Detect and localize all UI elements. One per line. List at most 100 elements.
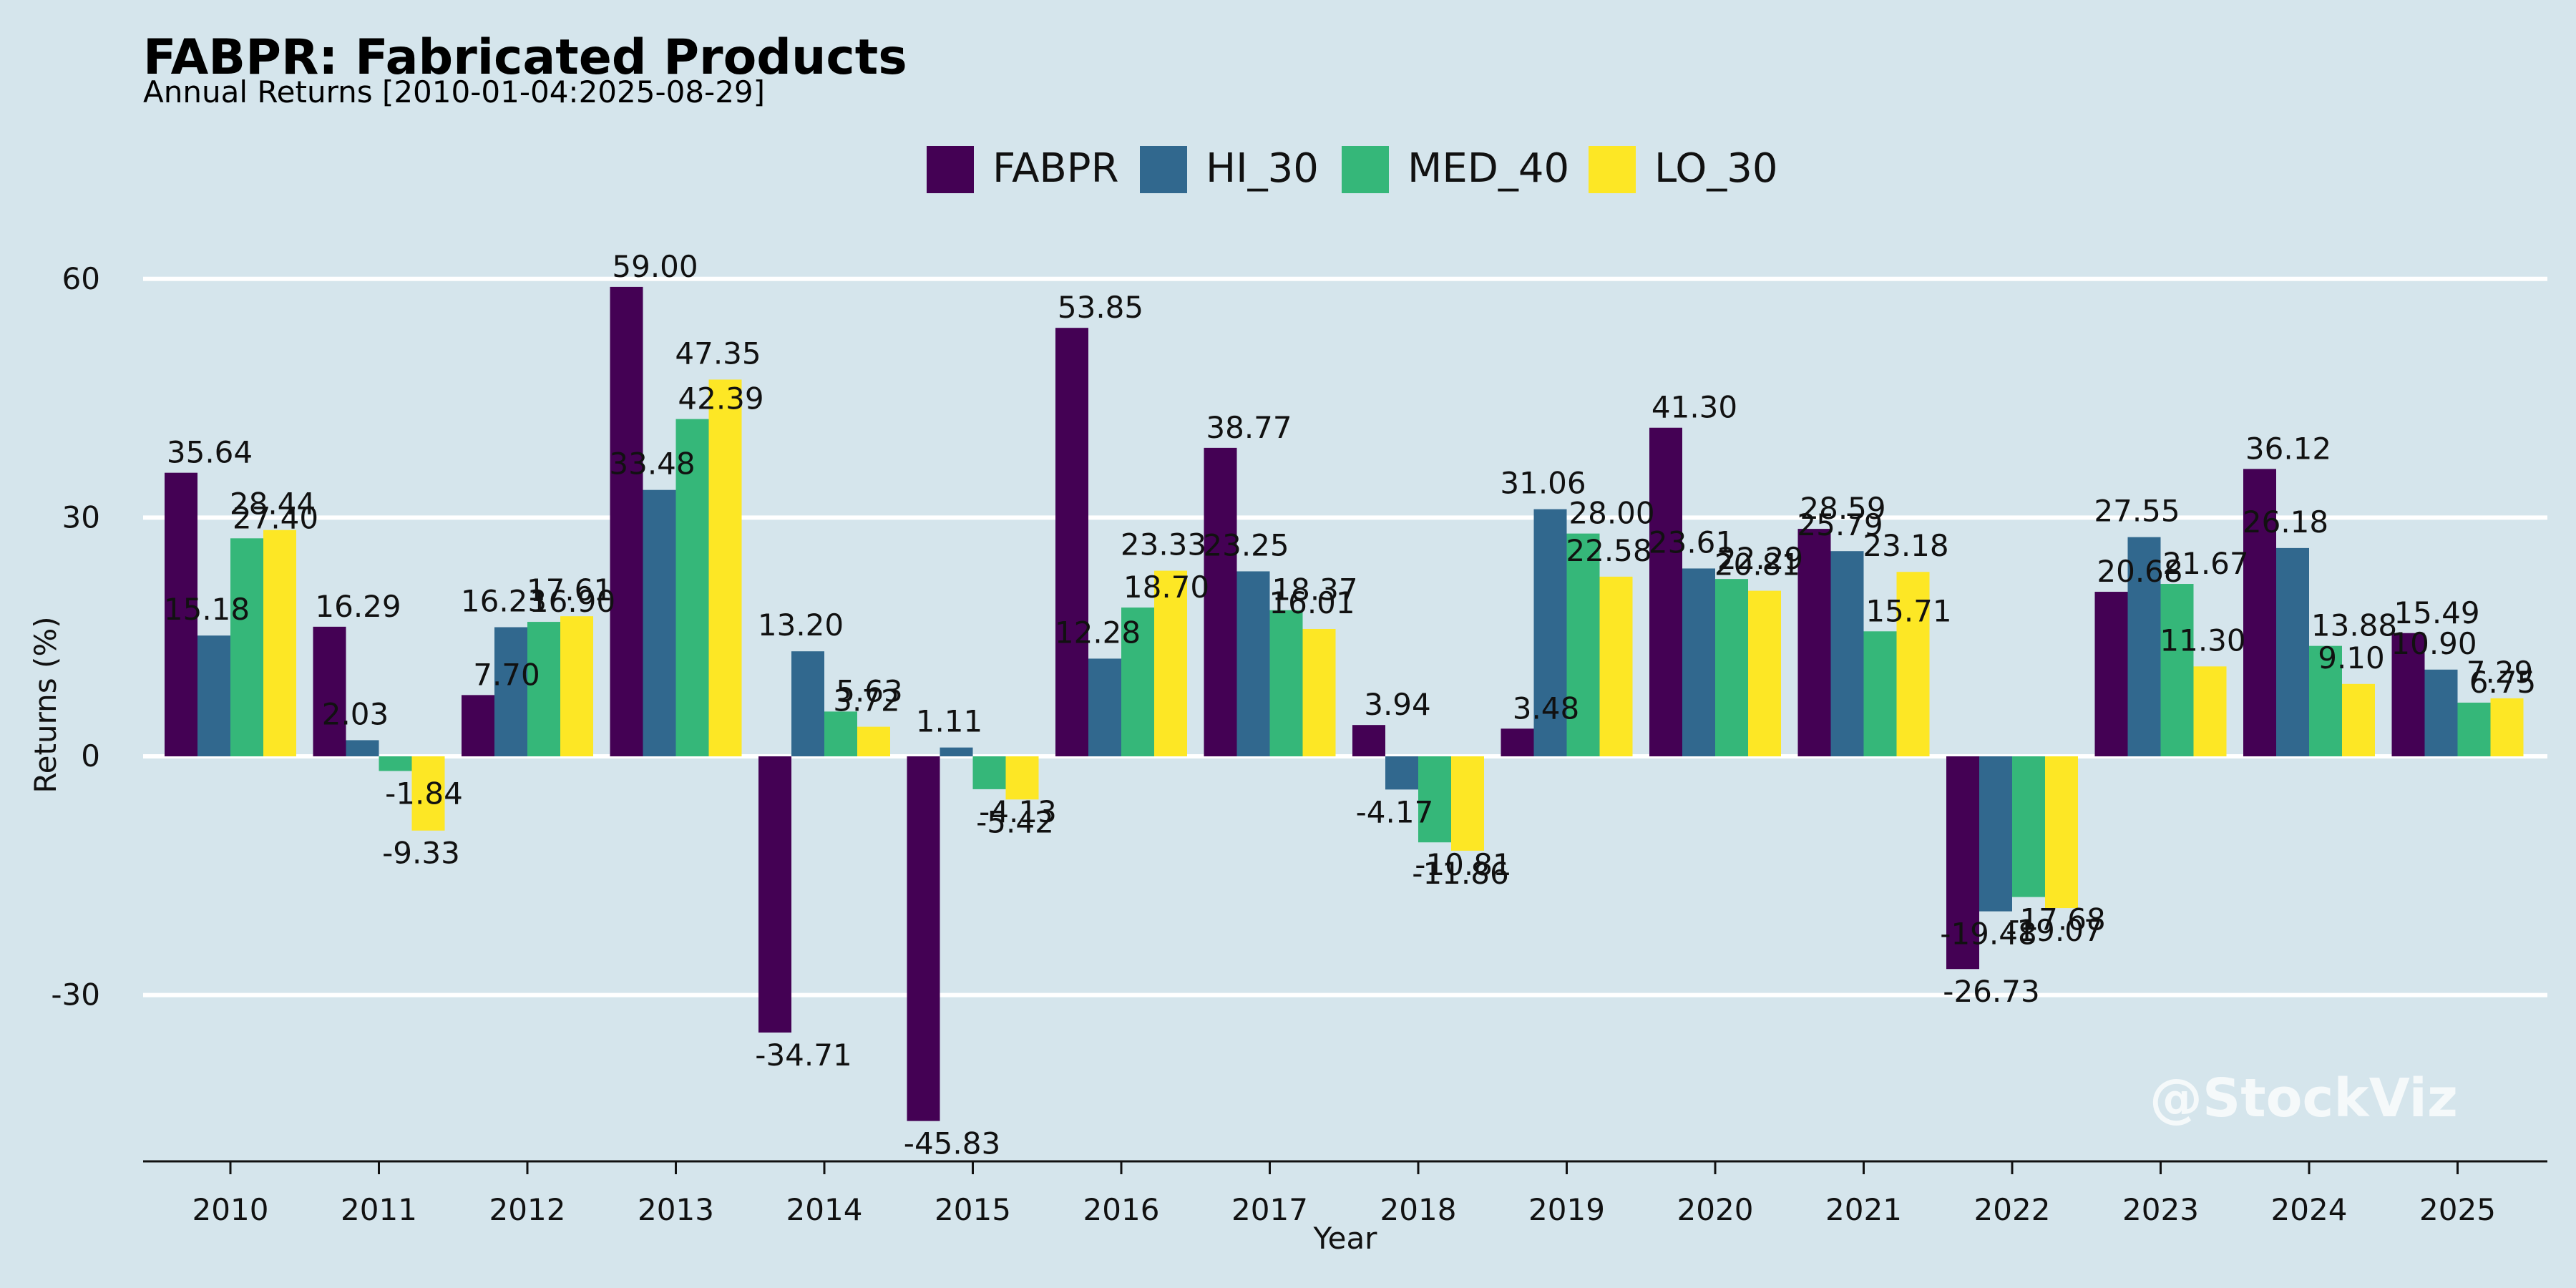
bar-hi-30 <box>494 627 527 756</box>
x-tick-label: 2012 <box>489 1192 566 1227</box>
bar-hi-30 <box>1088 658 1121 756</box>
bar-med-40 <box>379 756 412 771</box>
data-label: -9.33 <box>382 836 460 871</box>
bar-med-40 <box>1863 631 1897 756</box>
data-label: 11.30 <box>2160 623 2245 658</box>
bar-fabpr <box>1649 427 1682 756</box>
data-label: 1.11 <box>916 704 983 739</box>
bar-fabpr <box>758 756 791 1033</box>
bar-med-40 <box>1566 533 1600 756</box>
data-label: -10.81 <box>1415 847 1511 882</box>
data-label: 23.33 <box>1121 527 1206 562</box>
data-label: 15.71 <box>1865 593 1951 628</box>
data-label: 33.48 <box>609 447 695 482</box>
bar-hi-30 <box>1236 571 1270 756</box>
y-axis-label: Returns (%) <box>28 616 63 793</box>
y-tick-label: 0 <box>81 738 100 774</box>
data-label: 31.06 <box>1500 466 1586 501</box>
legend-swatch <box>1589 146 1636 193</box>
bar-lo-30 <box>1154 570 1187 756</box>
bar-hi-30 <box>643 489 676 756</box>
bar-fabpr <box>1204 447 1237 756</box>
data-label: 47.35 <box>675 336 761 371</box>
x-tick-label: 2011 <box>341 1192 417 1227</box>
data-label: 10.90 <box>2391 626 2477 661</box>
x-tick-label: 2021 <box>1825 1192 1902 1227</box>
bar-hi-30 <box>1682 568 1715 756</box>
x-tick-label: 2013 <box>638 1192 714 1227</box>
data-label: 3.48 <box>1513 691 1580 726</box>
y-tick-label: 60 <box>62 261 100 296</box>
bar-lo-30 <box>2193 666 2227 756</box>
bar-hi-30 <box>940 747 973 756</box>
data-label: -17.68 <box>2009 902 2105 937</box>
data-label: 26.18 <box>2243 504 2328 540</box>
bar-lo-30 <box>2490 698 2524 756</box>
bar-hi-30 <box>1979 756 2012 912</box>
bar-lo-30 <box>263 530 296 756</box>
x-tick-label: 2018 <box>1380 1192 1457 1227</box>
y-axis: -30 0 30 60 <box>51 261 100 1013</box>
data-label: 42.39 <box>678 381 763 416</box>
data-label: 16.90 <box>530 584 615 619</box>
legend-label: FABPR <box>992 145 1118 192</box>
x-tick-label: 2019 <box>1528 1192 1605 1227</box>
watermark: @StockViz <box>2150 1068 2458 1129</box>
data-label: -34.71 <box>755 1038 852 1073</box>
data-label: 16.01 <box>1269 585 1355 620</box>
legend-label: LO_30 <box>1654 145 1778 192</box>
data-label: 35.64 <box>167 435 253 470</box>
y-tick-label: -30 <box>51 977 100 1013</box>
data-label: 15.49 <box>2394 595 2479 630</box>
chart-subtitle: Annual Returns [2010-01-04:2025-08-29] <box>143 74 765 109</box>
bar-hi-30 <box>2127 537 2161 756</box>
y-tick-label: 30 <box>62 499 100 535</box>
bar-fabpr <box>462 695 494 756</box>
data-label: 6.75 <box>2469 665 2537 700</box>
data-label: -4.17 <box>1356 794 1434 829</box>
x-tick-label: 2016 <box>1083 1192 1160 1227</box>
data-label: 13.88 <box>2311 608 2397 643</box>
data-label: 41.30 <box>1652 390 1737 425</box>
bar-lo-30 <box>857 726 890 756</box>
data-label: 15.18 <box>164 592 250 627</box>
data-label: 22.58 <box>1566 533 1652 568</box>
legend-swatch <box>927 146 974 193</box>
x-axis: 2010 2011 2012 2013 2014 2015 2016 2017 2018 2019… <box>143 1160 2547 1227</box>
x-tick-label: 2023 <box>2122 1192 2199 1227</box>
bar-lo-30 <box>1748 590 1781 756</box>
bar-med-40 <box>2309 645 2342 756</box>
bar-fabpr <box>1797 529 1831 756</box>
bar-lo-30 <box>411 756 445 831</box>
data-label: -45.83 <box>904 1126 1000 1161</box>
bar-med-40 <box>527 622 560 756</box>
legend-label: HI_30 <box>1206 145 1319 192</box>
bar-hi-30 <box>197 635 230 756</box>
bar-fabpr <box>2243 469 2276 756</box>
bar-med-40 <box>1715 579 1748 756</box>
bar-fabpr <box>1501 728 1534 756</box>
data-label: 22.29 <box>1717 541 1803 576</box>
x-tick-label: 2025 <box>2419 1192 2496 1227</box>
x-tick-label: 2015 <box>935 1192 1011 1227</box>
data-label: 2.03 <box>322 696 389 731</box>
bar-med-40 <box>230 538 263 756</box>
x-tick-label: 2020 <box>1677 1192 1754 1227</box>
bar-fabpr <box>1055 328 1088 756</box>
x-axis-label: Year <box>1313 1221 1378 1256</box>
bar-hi-30 <box>1830 551 1864 756</box>
bar-fabpr <box>2094 592 2128 756</box>
bar-fabpr <box>907 756 940 1121</box>
bar-hi-30 <box>2424 669 2458 756</box>
bar-lo-30 <box>1302 628 1336 756</box>
data-label: 36.12 <box>2245 431 2331 466</box>
bar-hi-30 <box>346 740 379 756</box>
legend-swatch <box>1342 146 1389 193</box>
bar-fabpr <box>1352 725 1385 756</box>
data-label: -4.13 <box>979 794 1057 829</box>
bar-med-40 <box>972 756 1006 789</box>
bar-hi-30 <box>791 651 824 756</box>
bar-fabpr <box>2391 633 2425 756</box>
x-tick-label: 2024 <box>2271 1192 2348 1227</box>
data-label: -1.84 <box>385 776 463 811</box>
